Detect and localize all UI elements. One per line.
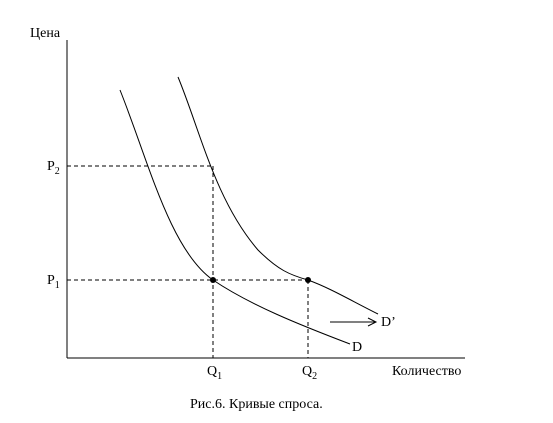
x-axis-label: Количество (392, 364, 461, 379)
y-axis-label: Цена (30, 26, 61, 41)
price-label-p1-main: P (47, 273, 55, 288)
quantity-label-q2-sub: 2 (312, 371, 317, 382)
quantity-label-q1-main: Q (207, 364, 217, 379)
quantity-label-q1-sub: 1 (217, 371, 222, 382)
point-q2-p1 (305, 277, 311, 283)
demand-curve-d-prime (177, 76, 379, 315)
quantity-label-q1: Q1 (207, 364, 222, 382)
curve-label-d: D (352, 340, 362, 355)
price-label-p1: P1 (47, 273, 60, 291)
price-label-p1-sub: 1 (55, 280, 60, 291)
quantity-label-q2-main: Q (302, 364, 312, 379)
price-label-p2-main: P (47, 159, 55, 174)
quantity-label-q2: Q2 (302, 364, 317, 382)
shift-arrow-head (367, 317, 378, 327)
price-label-p2-sub: 2 (55, 166, 60, 177)
point-q1-p1 (210, 277, 216, 283)
curve-label-d-prime: D’ (381, 315, 396, 330)
price-label-p2: P2 (47, 159, 60, 177)
figure-caption: Рис.6. Кривые спроса. (190, 397, 323, 412)
